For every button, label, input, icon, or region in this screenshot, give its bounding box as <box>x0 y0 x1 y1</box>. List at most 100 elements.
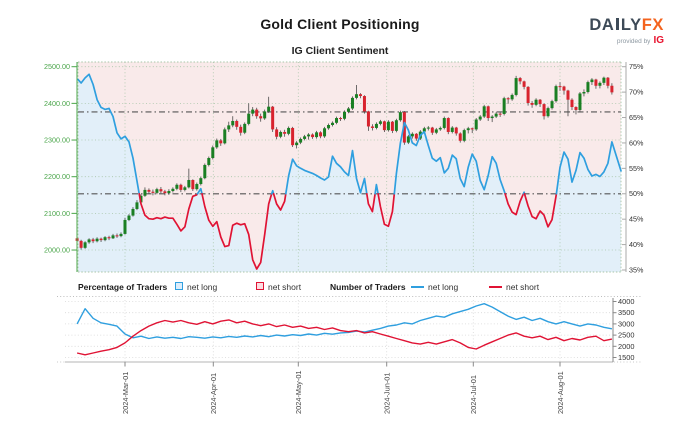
candle-body <box>534 99 538 105</box>
date-label: 2024-Apr-01 <box>209 373 218 414</box>
candle-body <box>195 184 199 190</box>
candle-body <box>514 78 518 95</box>
candle-body <box>311 134 315 138</box>
candle-body <box>382 121 386 131</box>
right-axis: 75% 70% 65% 60% 55% 50% 45% 40% 35% <box>622 62 644 274</box>
candle-body <box>179 184 183 190</box>
candle-body <box>315 132 319 138</box>
candle-body <box>570 99 574 108</box>
candle-body <box>95 238 99 242</box>
left-axis: 2500.00 2400.00 2300.00 2200.00 2100.00 2000.… <box>44 62 78 272</box>
candle-body <box>211 147 215 159</box>
x-axis-labels: 2024-Mar-01 2024-Apr-01 2024-May-01 2024-Ju… <box>121 370 565 414</box>
candle-body <box>243 123 247 133</box>
candle-body <box>171 188 175 192</box>
candle-body <box>446 118 450 132</box>
net-short-segment <box>201 192 273 270</box>
candle-body <box>131 208 135 216</box>
candle-body <box>271 106 275 130</box>
candle-body <box>558 86 562 88</box>
candle-body <box>307 134 311 137</box>
percent-tick-label: 65% <box>629 113 644 122</box>
count-tick-label: 2500 <box>618 331 634 340</box>
candle-body <box>390 121 394 131</box>
candle-body <box>175 184 179 189</box>
net-long-segment <box>270 189 275 195</box>
price-tick-label: 2000.00 <box>44 245 70 254</box>
candle-body <box>522 81 526 87</box>
candle-body <box>458 133 462 141</box>
price-tick-label: 2100.00 <box>44 209 70 218</box>
candle-body <box>362 96 366 112</box>
candle-body <box>486 106 490 119</box>
candle-body <box>143 189 147 196</box>
candle-body <box>303 136 307 139</box>
candle-body <box>99 238 103 241</box>
net-short-box-swatch-icon <box>256 282 264 290</box>
candle-body <box>602 77 606 83</box>
candle-body <box>438 127 442 130</box>
net-short-segment <box>504 192 525 216</box>
percent-tick-label: 50% <box>629 189 644 198</box>
provided-by-ig: provided by IG <box>616 34 664 46</box>
chart-legend: Percentage of Traders net long net short… <box>0 279 680 295</box>
dailyfx-logo: DA LYFX provided by IG <box>589 17 664 46</box>
net-long-segment <box>374 183 379 195</box>
candle-body <box>462 130 466 141</box>
candle-body <box>562 86 566 91</box>
candle-body <box>354 94 358 98</box>
candle-body <box>119 233 123 237</box>
candle-body <box>83 242 87 248</box>
candle-body <box>259 116 263 119</box>
candle-body <box>91 239 95 242</box>
candle-body <box>223 129 227 144</box>
candle-body <box>450 127 454 132</box>
candle-body <box>327 125 331 129</box>
candle-body <box>502 98 506 115</box>
logo-i-bar-icon <box>616 18 619 30</box>
price-tick-label: 2300.00 <box>44 135 70 144</box>
candle-body <box>111 235 115 239</box>
candle-body <box>574 107 578 110</box>
candle-body <box>287 127 291 134</box>
candle-body <box>267 106 271 112</box>
candle-body <box>582 92 586 94</box>
candle-body <box>291 127 295 146</box>
candle-body <box>530 103 534 105</box>
legend-net-long-count: net long <box>428 282 459 292</box>
candle-body <box>394 120 398 131</box>
date-label: 2024-May-01 <box>294 370 303 414</box>
candle-body <box>474 119 478 130</box>
candles-layer <box>75 75 614 252</box>
candle-body <box>231 120 235 126</box>
candle-body <box>610 85 614 93</box>
candle-body <box>251 109 255 114</box>
percent-tick-label: 40% <box>629 240 644 249</box>
net-short-segment <box>272 192 287 211</box>
page-title: Gold Client Positioning <box>260 16 420 32</box>
candle-body <box>494 113 498 117</box>
candle-body <box>319 132 323 137</box>
candle-body <box>207 158 211 165</box>
candle-body <box>299 138 303 143</box>
legend-net-short-count: net short <box>506 282 540 292</box>
candle-body <box>526 86 530 104</box>
count-tick-label: 3500 <box>618 308 634 317</box>
date-label: 2024-Jun-01 <box>383 372 392 414</box>
candle-body <box>227 125 231 130</box>
price-tick-label: 2400.00 <box>44 99 70 108</box>
candle-body <box>331 122 335 126</box>
candle-body <box>566 90 570 100</box>
candle-body <box>346 108 350 112</box>
legend-group-number: Number of Traders <box>330 282 406 292</box>
candle-body <box>183 187 187 190</box>
candle-body <box>594 79 598 86</box>
percent-tick-label: 60% <box>629 138 644 147</box>
candle-body <box>107 237 111 239</box>
count-tick-label: 2000 <box>618 342 634 351</box>
candle-body <box>151 191 155 193</box>
candle-body <box>554 86 558 102</box>
candle-body <box>235 120 239 127</box>
